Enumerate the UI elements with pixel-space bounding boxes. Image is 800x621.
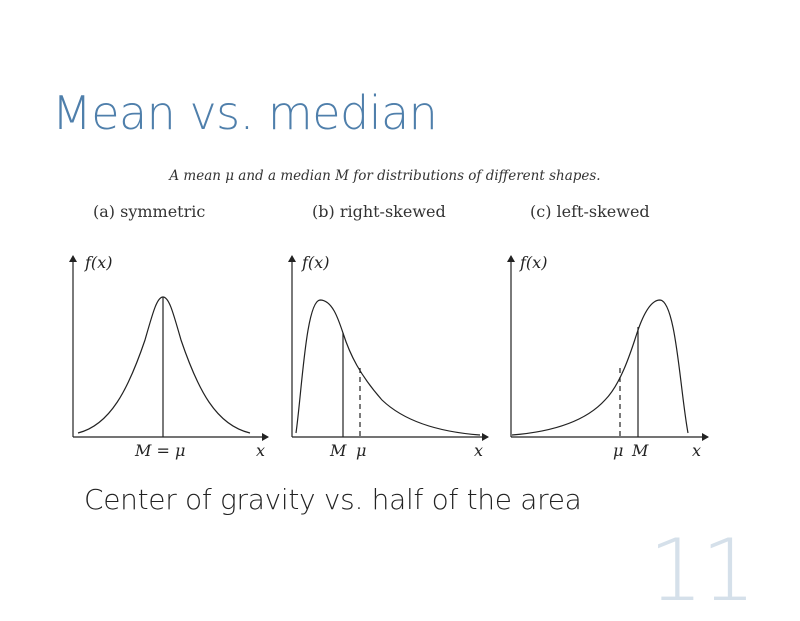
panel-symmetric: f(x) M = μ x: [69, 253, 269, 460]
density-curve: [511, 299, 689, 436]
y-axis-label: f(x): [84, 253, 112, 272]
density-curve: [295, 299, 481, 436]
distribution-plots: f(x) M = μ x f(x) M μ x f(x) μ M x: [69, 253, 709, 460]
slide-title: Mean vs. median: [52, 86, 438, 140]
y-axis-label: f(x): [301, 253, 329, 272]
slide-number: 11: [648, 521, 756, 621]
x-axis-label: x: [256, 441, 265, 460]
slide-subtitle: Center of gravity vs. half of the area: [84, 483, 582, 516]
median-label: M: [631, 441, 649, 460]
mean-label: μ: [613, 441, 623, 460]
x-axis-label: x: [474, 441, 483, 460]
x-axis-label: x: [692, 441, 701, 460]
panel-label-symmetric: (a) symmetric: [93, 202, 206, 221]
density-curve: [77, 296, 251, 434]
panel-right-skewed: f(x) M μ x: [288, 253, 489, 460]
panel-label-right-skewed: (b) right-skewed: [312, 202, 446, 221]
figure-caption: A mean μ and a median M for distribution…: [169, 168, 601, 184]
panel-label-left-skewed: (c) left-skewed: [530, 202, 650, 221]
mean-label: μ: [356, 441, 366, 460]
panel-left-skewed: f(x) μ M x: [507, 253, 709, 460]
mean-median-label: M = μ: [134, 441, 185, 460]
median-label: M: [329, 441, 347, 460]
y-axis-label: f(x): [519, 253, 547, 272]
